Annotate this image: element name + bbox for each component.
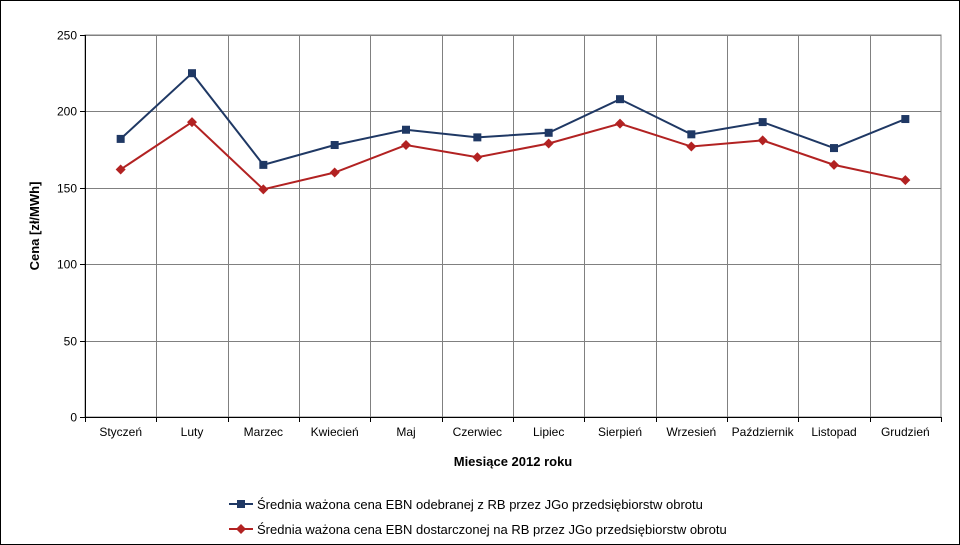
data-point-square [616, 95, 624, 104]
x-tick-label: Listopad [811, 425, 856, 439]
data-point-square [402, 125, 410, 134]
x-tick-label: Lipiec [533, 425, 564, 439]
x-tick-label: Wrzesień [666, 425, 716, 439]
data-point-square [758, 118, 767, 127]
data-point-diamond [900, 175, 911, 186]
x-tick-label: Marzec [244, 425, 283, 439]
data-point-square [116, 134, 125, 143]
x-tick-label: Styczeń [99, 425, 142, 439]
legend-label: Średnia ważona cena EBN dostarczonej na … [257, 522, 727, 537]
data-point-diamond [757, 135, 768, 146]
y-tick-label: 50 [64, 335, 78, 349]
y-tick-label: 200 [57, 105, 77, 119]
series-line [120, 120, 906, 191]
x-tick-label: Grudzień [881, 425, 930, 439]
y-tick-label: 100 [57, 258, 77, 272]
x-tick-label: Czerwiec [453, 425, 502, 439]
x-tick-label: Luty [181, 425, 204, 439]
legend-marker-diamond [236, 524, 246, 534]
data-point-square [188, 69, 196, 78]
data-point-diamond [329, 167, 340, 178]
legend-item: Średnia ważona cena EBN odebranej z RB p… [229, 497, 703, 512]
legend: Średnia ważona cena EBN odebranej z RB p… [229, 497, 727, 537]
data-point-diamond [829, 159, 839, 170]
data-point-square [544, 128, 553, 137]
x-tick-label: Październik [732, 425, 795, 439]
legend-item: Średnia ważona cena EBN dostarczonej na … [229, 522, 727, 537]
data-point-diamond [258, 184, 269, 195]
data-point-diamond [686, 141, 697, 152]
legend-marker-square [237, 500, 245, 508]
y-tick-label: 250 [57, 29, 77, 43]
series-layer [115, 69, 911, 195]
series-line [119, 71, 906, 167]
y-axis-title: Cena [zł/MWh] [27, 182, 42, 271]
data-point-diamond [401, 140, 411, 151]
axis-layer: 0 50 100 150 200 250 Styczeń Luty Marzec Kwiecień… [57, 29, 942, 439]
x-tick-label: Sierpień [598, 425, 642, 439]
data-point-square [830, 144, 838, 153]
grid-layer [84, 34, 942, 418]
data-point-square [687, 130, 696, 139]
x-tick-label: Maj [396, 425, 415, 439]
y-tick-label: 150 [57, 182, 77, 196]
x-tick-label: Kwiecień [311, 425, 359, 439]
data-point-diamond [543, 138, 554, 149]
data-point-diamond [472, 152, 483, 163]
data-point-square [259, 160, 268, 169]
data-point-square [473, 133, 482, 142]
data-point-square [901, 115, 910, 124]
data-point-diamond [187, 117, 197, 128]
data-point-square [330, 141, 339, 150]
data-point-diamond [115, 164, 126, 175]
x-axis-title: Miesiące 2012 roku [454, 454, 573, 469]
legend-label: Średnia ważona cena EBN odebranej z RB p… [257, 497, 703, 512]
y-tick-label: 0 [70, 411, 77, 425]
data-point-diamond [615, 118, 625, 129]
